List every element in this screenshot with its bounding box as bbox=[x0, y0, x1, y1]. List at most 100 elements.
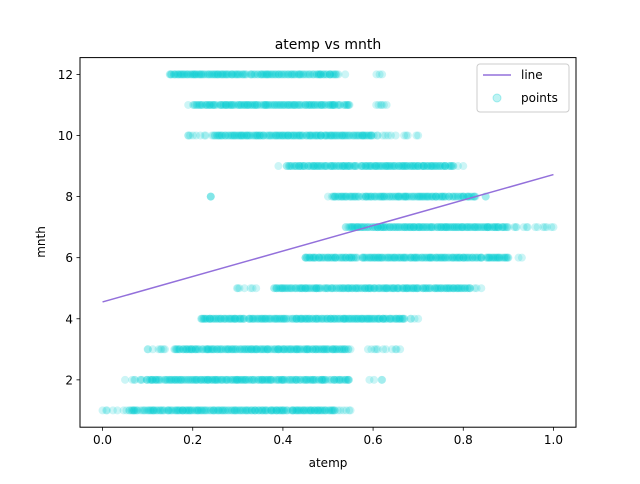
scatter-point bbox=[439, 192, 448, 201]
scatter-point bbox=[274, 375, 283, 384]
y-tick-label: 10 bbox=[58, 129, 73, 143]
scatter-point bbox=[300, 406, 309, 415]
scatter-point bbox=[473, 253, 482, 262]
scatter-point bbox=[362, 162, 371, 171]
scatter-point bbox=[324, 253, 333, 262]
scatter-point bbox=[503, 223, 512, 232]
scatter-point bbox=[327, 162, 336, 171]
scatter-point bbox=[235, 70, 244, 79]
scatter-point bbox=[458, 223, 467, 232]
scatter-point bbox=[312, 375, 321, 384]
scatter-point bbox=[246, 100, 255, 109]
scatter-point bbox=[171, 406, 180, 415]
scatter-point bbox=[316, 131, 325, 140]
scatter-point bbox=[539, 223, 548, 232]
scatter-point bbox=[198, 345, 207, 354]
scatter-point bbox=[441, 162, 450, 171]
scatter-point bbox=[301, 253, 310, 262]
scatter-point bbox=[266, 375, 275, 384]
scatter-point bbox=[381, 345, 390, 354]
scatter-point bbox=[292, 375, 301, 384]
scatter-point bbox=[197, 100, 206, 109]
scatter-point bbox=[441, 253, 450, 262]
scatter-point bbox=[495, 253, 504, 262]
scatter-point bbox=[314, 162, 323, 171]
scatter-point bbox=[342, 192, 351, 201]
scatter-point bbox=[350, 314, 359, 323]
scatter-point bbox=[487, 253, 496, 262]
scatter-point bbox=[258, 375, 267, 384]
scatter-point bbox=[441, 162, 450, 171]
scatter-point bbox=[356, 314, 365, 323]
scatter-point bbox=[205, 314, 214, 323]
scatter-point bbox=[468, 253, 477, 262]
scatter-point bbox=[316, 70, 325, 79]
scatter-point bbox=[317, 314, 326, 323]
scatter-point bbox=[221, 375, 230, 384]
scatter-point bbox=[405, 284, 414, 293]
scatter-point bbox=[270, 345, 279, 354]
scatter-point bbox=[399, 253, 408, 262]
scatter-point bbox=[399, 162, 408, 171]
scatter-point bbox=[194, 70, 203, 79]
scatter-point bbox=[181, 345, 190, 354]
scatter-point bbox=[388, 162, 397, 171]
scatter-point bbox=[433, 223, 442, 232]
scatter-point bbox=[197, 70, 205, 79]
scatter-point bbox=[397, 253, 406, 262]
y-tick-label: 2 bbox=[65, 373, 73, 387]
scatter-point bbox=[407, 314, 415, 323]
scatter-point bbox=[342, 375, 351, 384]
scatter-point bbox=[309, 162, 318, 171]
scatter-point bbox=[307, 100, 316, 109]
scatter-point bbox=[310, 70, 319, 79]
scatter-point bbox=[337, 192, 346, 201]
scatter-point bbox=[288, 406, 297, 415]
scatter-point bbox=[427, 253, 436, 262]
scatter-point bbox=[179, 345, 188, 354]
scatter-point bbox=[260, 70, 269, 79]
scatter-point bbox=[220, 131, 229, 140]
scatter-point bbox=[98, 406, 107, 415]
scatter-point bbox=[472, 284, 481, 293]
scatter-point bbox=[244, 100, 253, 109]
scatter-point bbox=[302, 314, 311, 323]
scatter-point bbox=[206, 314, 215, 323]
scatter-point bbox=[256, 406, 265, 415]
scatter-point bbox=[224, 345, 233, 354]
scatter-point bbox=[308, 253, 317, 262]
scatter-point bbox=[254, 406, 263, 415]
scatter-point bbox=[386, 223, 395, 232]
scatter-point bbox=[327, 406, 336, 415]
scatter-point bbox=[290, 345, 299, 354]
scatter-point bbox=[419, 284, 428, 293]
scatter-point bbox=[213, 345, 222, 354]
scatter-point bbox=[333, 314, 342, 323]
scatter-point bbox=[350, 223, 359, 232]
scatter-point bbox=[421, 284, 430, 293]
scatter-point bbox=[173, 406, 182, 415]
scatter-point bbox=[327, 70, 336, 79]
scatter-point bbox=[152, 375, 161, 384]
scatter-point bbox=[436, 253, 445, 262]
scatter-point bbox=[312, 131, 321, 140]
scatter-point bbox=[283, 406, 292, 415]
scatter-point bbox=[358, 253, 367, 262]
scatter-point bbox=[372, 70, 381, 79]
scatter-point bbox=[339, 162, 348, 171]
scatter-point bbox=[223, 70, 232, 79]
scatter-point bbox=[347, 314, 356, 323]
scatter-point bbox=[454, 284, 463, 293]
scatter-point bbox=[297, 314, 306, 323]
scatter-point bbox=[320, 375, 329, 384]
scatter-point bbox=[237, 131, 246, 140]
scatter-point bbox=[298, 131, 307, 140]
scatter-point bbox=[423, 192, 432, 201]
scatter-point bbox=[367, 284, 376, 293]
scatter-point bbox=[216, 70, 225, 79]
scatter-point bbox=[463, 284, 472, 293]
scatter-point bbox=[426, 253, 435, 262]
scatter-point bbox=[315, 284, 324, 293]
scatter-point bbox=[327, 192, 336, 201]
scatter-point bbox=[374, 100, 383, 109]
